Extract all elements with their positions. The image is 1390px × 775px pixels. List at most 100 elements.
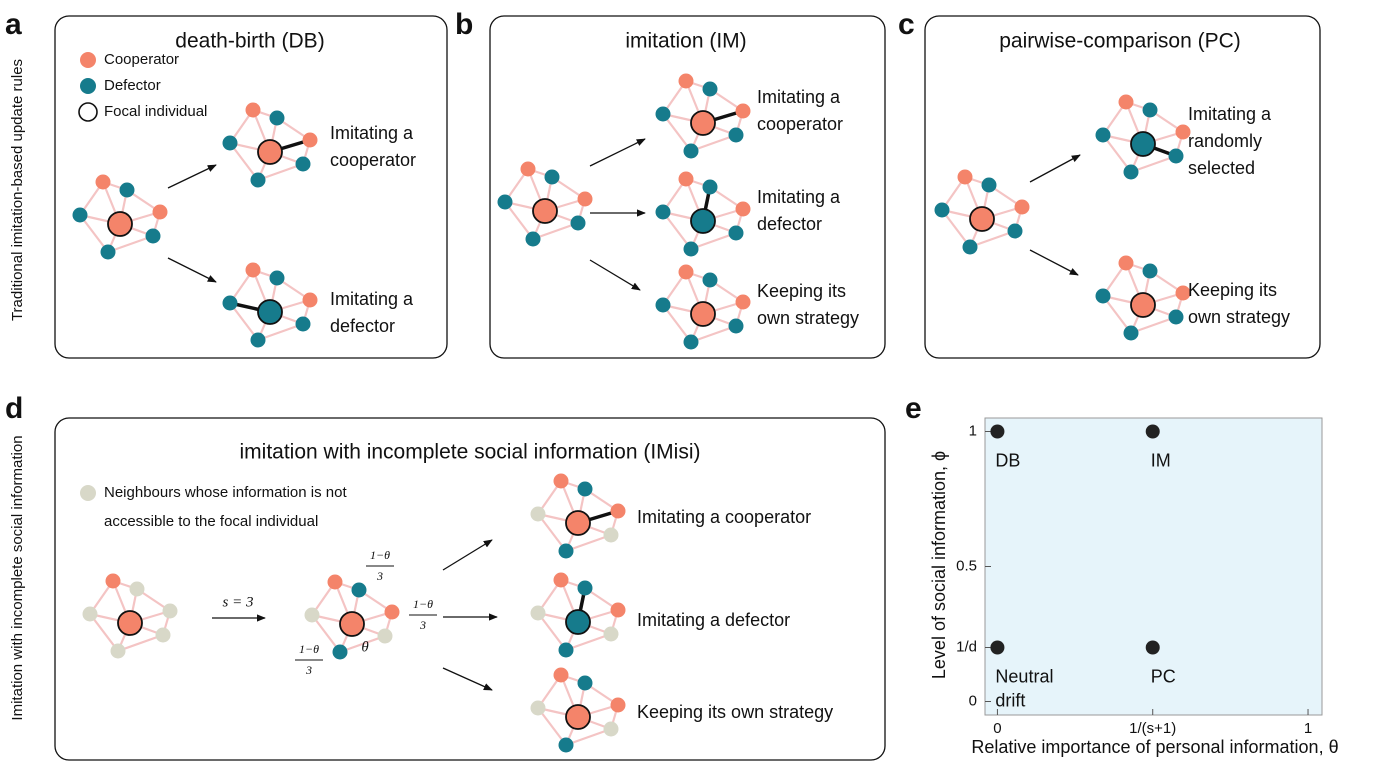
node (656, 205, 671, 220)
node (333, 645, 348, 660)
focal-node (118, 611, 142, 635)
label: accessible to the focal individual (104, 513, 318, 530)
focal-node (566, 511, 590, 535)
node (703, 273, 718, 288)
node (531, 701, 546, 716)
node (163, 604, 178, 619)
label: Focal individual (104, 103, 207, 120)
node (736, 104, 751, 119)
arrow (443, 540, 492, 570)
node (935, 203, 950, 218)
node (578, 192, 593, 207)
node (559, 544, 574, 559)
label: 1 (969, 422, 977, 439)
label: 0 (993, 720, 1001, 737)
node (305, 608, 320, 623)
node (270, 111, 285, 126)
node (684, 144, 699, 159)
node (656, 298, 671, 313)
node (736, 295, 751, 310)
label: Relative importance of personal informat… (971, 737, 1338, 757)
node (270, 271, 285, 286)
arrow (443, 668, 492, 690)
label: defector (330, 316, 395, 336)
point (990, 641, 1004, 655)
figure: abcdeTraditional imitation-based update … (0, 0, 1390, 775)
label: s = 3 (223, 594, 254, 610)
node (611, 504, 626, 519)
focal-node (1131, 293, 1155, 317)
node (146, 229, 161, 244)
focal-node (691, 302, 715, 326)
arrow (1030, 250, 1078, 275)
label: imitation with incomplete social informa… (240, 441, 701, 464)
label: e (905, 392, 922, 425)
label: 1−θ (413, 597, 433, 611)
node (729, 319, 744, 334)
node (156, 628, 171, 643)
node (554, 668, 569, 683)
label: Keeping its own strategy (637, 702, 833, 722)
node (554, 474, 569, 489)
point (1146, 425, 1160, 439)
node (578, 581, 593, 596)
label: Imitating a defector (637, 610, 790, 630)
focal-node (340, 612, 364, 636)
node (958, 170, 973, 185)
focal-node (108, 212, 132, 236)
label: 0 (969, 692, 977, 709)
focal-node (970, 207, 994, 231)
node (378, 629, 393, 644)
node (963, 240, 978, 255)
node (303, 133, 318, 148)
focal-node (1131, 132, 1155, 156)
node (83, 607, 98, 622)
node (1169, 149, 1184, 164)
label: c (898, 8, 915, 41)
node (246, 103, 261, 118)
node (73, 208, 88, 223)
node (296, 157, 311, 172)
label: Defector (104, 77, 161, 94)
legend-marker (80, 485, 96, 501)
label: b (455, 8, 473, 41)
node (531, 507, 546, 522)
node (1143, 103, 1158, 118)
label: pairwise-comparison (PC) (999, 30, 1241, 53)
node (1119, 95, 1134, 110)
node (571, 216, 586, 231)
arrow (590, 260, 640, 290)
focal-node (258, 140, 282, 164)
label: own strategy (1188, 307, 1290, 327)
node (1015, 200, 1030, 215)
label: drift (995, 690, 1025, 710)
node (736, 202, 751, 217)
node (111, 644, 126, 659)
label: 1/d (956, 638, 977, 655)
node (611, 698, 626, 713)
node (679, 172, 694, 187)
legend-marker (79, 103, 97, 121)
label: 3 (376, 569, 383, 583)
label: 1−θ (299, 642, 319, 656)
node (328, 575, 343, 590)
node (1119, 256, 1134, 271)
node (703, 180, 718, 195)
node (246, 263, 261, 278)
node (604, 627, 619, 642)
node (982, 178, 997, 193)
node (1143, 264, 1158, 279)
node (604, 528, 619, 543)
node (498, 195, 513, 210)
label: Imitation with incomplete social informa… (9, 435, 26, 720)
node (101, 245, 116, 260)
label: Neighbours whose information is not (104, 484, 347, 501)
node (531, 606, 546, 621)
node (703, 82, 718, 97)
node (559, 643, 574, 658)
label: 1−θ (370, 548, 390, 562)
point (990, 425, 1004, 439)
node (545, 170, 560, 185)
label: Imitating a (1188, 104, 1272, 124)
node (251, 333, 266, 348)
